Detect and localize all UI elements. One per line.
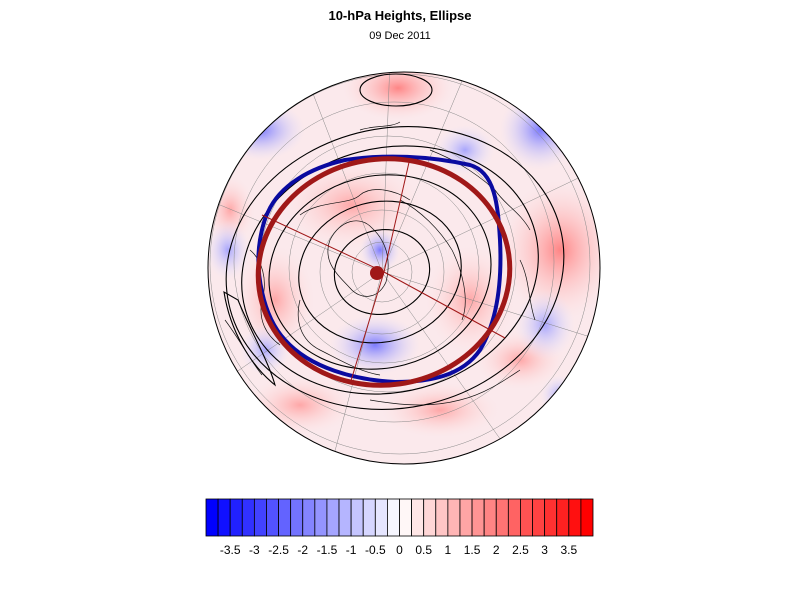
colorbar-tick-label: -0.5	[365, 543, 386, 557]
colorbar-tick-label: 2.5	[512, 543, 529, 557]
figure-date: 09 Dec 2011	[369, 30, 431, 42]
figure-title: 10-hPa Heights, Ellipse	[328, 8, 472, 23]
colorbar-box	[350, 498, 364, 537]
colorbar-box	[459, 498, 473, 537]
colorbar-tick-label: 1	[445, 543, 452, 557]
colorbar-tick-label: 3	[541, 543, 548, 557]
colorbar-box	[495, 498, 509, 537]
colorbar-tick-label: -1.5	[317, 543, 338, 557]
colorbar-box	[338, 498, 352, 537]
colorbar-box	[362, 498, 376, 537]
colorbar-box	[266, 498, 279, 537]
colorbar-box	[314, 498, 328, 537]
height-contours	[223, 73, 565, 410]
colorbar-box	[326, 498, 340, 537]
colorbar-box	[580, 498, 594, 537]
colorbar-tick-label: 2	[493, 543, 500, 557]
colorbar-box	[399, 498, 412, 537]
ellipse-center-marker	[370, 266, 384, 280]
globe-outline	[207, 71, 601, 465]
colorbar-box	[423, 498, 437, 537]
colorbar-box	[241, 498, 255, 537]
colorbar-box	[471, 498, 485, 537]
colorbar-tick-label: 3.5	[560, 543, 577, 557]
colorbar-tick-label: -1	[346, 543, 357, 557]
colorbar-box	[387, 498, 400, 537]
colorbar-tick-label: -2	[297, 543, 308, 557]
colorbar-tick-label: -3.5	[220, 543, 241, 557]
colorbar-box	[556, 498, 570, 537]
colorbar-box	[205, 498, 219, 537]
colorbar-box	[290, 498, 304, 537]
colorbar-box	[507, 498, 521, 537]
colorbar-box	[217, 498, 231, 537]
colorbar-box	[411, 498, 425, 537]
coastlines	[224, 121, 536, 406]
colorbar-box	[520, 498, 533, 537]
colorbar-boxes	[205, 498, 594, 537]
colorbar-tick-label: -2.5	[268, 543, 289, 557]
colorbar-box	[374, 498, 388, 537]
colorbar-box	[568, 498, 582, 537]
colorbar-tick-label: -3	[249, 543, 260, 557]
colorbar-box	[229, 498, 243, 537]
colorbar-box	[435, 498, 449, 537]
colorbar-box	[253, 498, 267, 537]
colorbar-labels: -3.5 -3 -2.5 -2 -1.5 -1 -0.5 0 0.5 1 1.5 2 2.5 3 3.5	[220, 543, 578, 557]
colorbar-box	[447, 498, 461, 537]
anomaly-field	[208, 72, 600, 464]
colorbar-box	[302, 498, 316, 537]
colorbar-box	[483, 498, 497, 537]
colorbar-tick-label: 0	[396, 543, 403, 557]
colorbar-box	[278, 498, 292, 537]
colorbar-tick-label: 1.5	[464, 543, 481, 557]
colorbar-tick-label: 0.5	[415, 543, 432, 557]
colorbar-box	[544, 498, 558, 537]
fitted-ellipse	[255, 156, 513, 388]
colorbar-box	[532, 498, 546, 537]
